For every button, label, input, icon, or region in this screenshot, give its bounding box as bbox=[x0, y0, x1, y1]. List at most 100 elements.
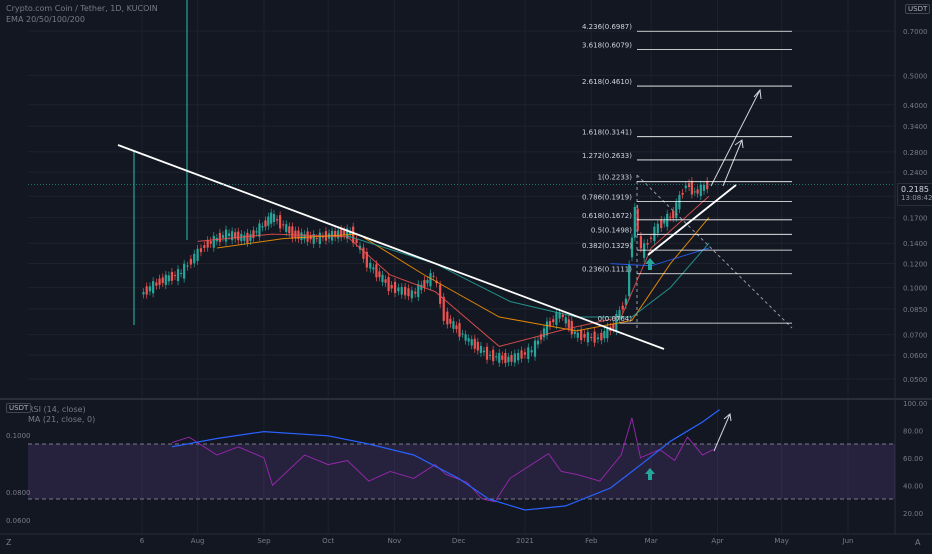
candle-body bbox=[621, 305, 624, 310]
candle bbox=[206, 236, 209, 252]
candle-body bbox=[246, 232, 249, 243]
auto-scale-button[interactable]: A bbox=[915, 538, 921, 547]
candle bbox=[510, 351, 513, 366]
price-tick-label: 0.1000 bbox=[903, 285, 928, 293]
descending-trendline bbox=[117, 144, 665, 350]
candle bbox=[224, 225, 228, 246]
candle-body bbox=[158, 278, 161, 286]
candle-body bbox=[485, 346, 489, 360]
candle-body bbox=[458, 323, 461, 337]
candle bbox=[603, 327, 606, 343]
candle-body bbox=[249, 234, 252, 241]
candle bbox=[270, 208, 273, 228]
candle bbox=[173, 271, 177, 280]
candle-body bbox=[586, 332, 589, 343]
candle-body bbox=[476, 341, 479, 351]
candle bbox=[423, 276, 426, 292]
candle-body bbox=[590, 337, 593, 339]
candle bbox=[470, 335, 473, 350]
candle-body bbox=[393, 281, 397, 294]
candle bbox=[473, 334, 476, 353]
candle bbox=[517, 348, 520, 365]
time-tick-label: Oct bbox=[322, 537, 334, 545]
zoom-icon[interactable]: Z bbox=[6, 538, 12, 547]
candle-body bbox=[467, 338, 470, 342]
price-tick-label: 0.1200 bbox=[903, 261, 928, 269]
candle-body bbox=[663, 220, 666, 224]
fib-label: 3.618(0.6079) bbox=[582, 42, 632, 50]
candle bbox=[488, 350, 492, 360]
candle-body bbox=[397, 287, 400, 292]
price-tick-label: 0.0500 bbox=[903, 376, 928, 384]
candle-body bbox=[264, 220, 267, 227]
candle-body bbox=[155, 282, 158, 286]
time-tick-label: Jun bbox=[842, 537, 854, 545]
candle bbox=[530, 346, 533, 357]
candle-body bbox=[527, 347, 530, 360]
candle-body bbox=[482, 350, 486, 353]
candle-body bbox=[145, 286, 148, 295]
price-tick-label: 0.2800 bbox=[903, 149, 928, 157]
candle-body bbox=[639, 235, 643, 249]
candle-body bbox=[423, 279, 426, 288]
candle-body bbox=[446, 311, 449, 325]
candle-body bbox=[309, 235, 312, 240]
candle-body bbox=[699, 184, 702, 197]
fib-label: 1(0.2233) bbox=[598, 174, 633, 182]
candle bbox=[264, 216, 267, 231]
rsi-scale-currency-badge[interactable]: USDT bbox=[6, 403, 32, 413]
candle-body bbox=[349, 231, 352, 235]
candle bbox=[303, 230, 306, 244]
candle-body bbox=[186, 265, 189, 267]
candle-body bbox=[224, 229, 228, 242]
candle-body bbox=[643, 243, 646, 258]
candle-body bbox=[261, 226, 264, 228]
candle-body bbox=[548, 321, 552, 327]
candle-body bbox=[558, 312, 561, 319]
candle bbox=[533, 336, 537, 361]
candle-body bbox=[234, 232, 237, 239]
candle bbox=[501, 351, 504, 364]
candle bbox=[234, 228, 237, 243]
price-scale-currency-badge[interactable]: USDT bbox=[905, 4, 931, 14]
candle-body bbox=[255, 231, 258, 233]
candle bbox=[498, 349, 501, 367]
candle bbox=[564, 313, 567, 328]
candle bbox=[414, 287, 417, 298]
candle-body bbox=[291, 226, 294, 239]
candle bbox=[282, 220, 285, 230]
price-tick-label: 0.5000 bbox=[903, 72, 928, 80]
candle-body bbox=[369, 262, 372, 269]
candle bbox=[684, 181, 687, 193]
candle bbox=[678, 191, 681, 214]
candle-body bbox=[252, 230, 255, 238]
candle-body bbox=[618, 310, 621, 320]
candle bbox=[513, 349, 516, 367]
candle bbox=[189, 254, 192, 269]
candle-body bbox=[690, 180, 693, 195]
up-arrow-icon bbox=[645, 258, 655, 270]
candle bbox=[693, 187, 696, 196]
candle bbox=[485, 342, 489, 364]
candle bbox=[378, 267, 381, 282]
candle bbox=[520, 346, 523, 363]
candle-body bbox=[687, 183, 691, 188]
fib-label: 0.5(0.1498) bbox=[591, 226, 632, 234]
candle-body bbox=[675, 202, 678, 219]
candle bbox=[218, 229, 222, 247]
fib-label: 0.618(0.1672) bbox=[582, 212, 632, 220]
candle-body bbox=[231, 231, 234, 241]
candle bbox=[663, 216, 666, 228]
candle-body bbox=[420, 284, 423, 290]
candle bbox=[621, 301, 624, 314]
candle bbox=[507, 352, 510, 367]
candle-body bbox=[492, 349, 495, 362]
candle-body bbox=[372, 267, 375, 270]
candle-body bbox=[306, 231, 309, 242]
candle-body bbox=[183, 263, 186, 279]
candle bbox=[539, 330, 543, 344]
fib-label: 2.618(0.4610) bbox=[582, 78, 632, 86]
candle bbox=[275, 215, 279, 225]
candle bbox=[337, 226, 340, 243]
